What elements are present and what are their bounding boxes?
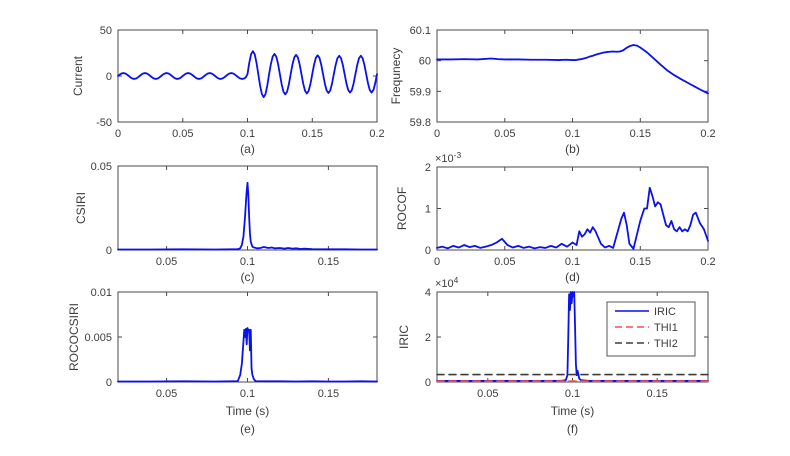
subplot-label-e: (e) xyxy=(240,422,255,436)
y-axis-label-a: Current xyxy=(71,55,85,96)
axes-box-b xyxy=(436,29,709,123)
y-axis-label-b: Frequnecy xyxy=(389,48,403,105)
x-tick-label: 0.15 xyxy=(302,128,323,140)
x-axis-label-f: Time (s) xyxy=(551,404,595,418)
rocof-signal-curve xyxy=(436,186,709,250)
x-tick-label: 0.1 xyxy=(240,128,255,140)
x-tick-label: 0.15 xyxy=(318,388,339,400)
subplot-b: 0 0.05 0.1 0.15 0.2 59.8 59.9 60 60.1 Frequnecy (b… xyxy=(389,25,716,156)
y-tick-label: 0.005 xyxy=(84,332,112,344)
legend-box: IRIC THI1 THI2 xyxy=(606,301,696,357)
x-tick-label: 0.1 xyxy=(565,388,580,400)
x-tick-label: 0.2 xyxy=(700,128,715,140)
x-tick-label: 0.05 xyxy=(494,128,515,140)
axes-box-d xyxy=(436,166,709,251)
x-tick-label: 0 xyxy=(434,256,440,268)
x-tick-label: 0.1 xyxy=(240,388,255,400)
y-tick-label: 0 xyxy=(425,245,431,257)
y-tick-label: 2 xyxy=(425,332,431,344)
x-tick-label: 0.15 xyxy=(318,256,339,268)
y-tick-label: 50 xyxy=(100,25,112,37)
x-tick-label: 0 xyxy=(434,128,440,140)
x-tick-label: 0.2 xyxy=(700,256,715,268)
y-tick-label: 60 xyxy=(419,56,431,68)
y-axis-label-c: CSIRI xyxy=(74,192,88,224)
subplot-label-b: (b) xyxy=(565,142,580,156)
x-tick-label: 0.05 xyxy=(172,128,193,140)
y-tick-label: 2 xyxy=(425,162,431,174)
frequency-signal-curve xyxy=(436,44,709,95)
axis-exponent-label: ×10-3 xyxy=(435,150,462,165)
y-tick-label: 60.1 xyxy=(410,25,431,37)
y-tick-label: 0 xyxy=(425,377,431,389)
rococsiri-signal-curve xyxy=(117,327,378,383)
y-tick-label: 0.01 xyxy=(91,287,112,299)
current-signal-curve xyxy=(117,50,378,99)
y-tick-label: 59.9 xyxy=(410,86,431,98)
legend-label-IRIC: IRIC xyxy=(654,306,676,318)
subplot-d: 0 0.05 0.1 0.15 0.2 0 1 2 ×10-3 ROCOF (d) xyxy=(395,150,716,284)
x-tick-label: 0.05 xyxy=(156,256,177,268)
x-tick-label: 0 xyxy=(115,128,121,140)
x-axis-label-e: Time (s) xyxy=(226,404,270,418)
x-tick-label: 0.15 xyxy=(646,388,667,400)
y-tick-label: -50 xyxy=(96,117,112,129)
x-tick-label: 0.05 xyxy=(494,256,515,268)
subplot-label-c: (c) xyxy=(241,270,255,284)
x-tick-label: 0.1 xyxy=(565,256,580,268)
y-tick-label: 1 xyxy=(425,204,431,216)
y-tick-label: 4 xyxy=(425,287,431,299)
y-tick-label: 59.8 xyxy=(410,117,431,129)
y-axis-label-e: ROCOCSIRI xyxy=(67,303,81,371)
x-tick-label: 0.15 xyxy=(630,256,651,268)
x-tick-label: 0.05 xyxy=(156,388,177,400)
y-tick-label: 0.05 xyxy=(91,161,112,173)
legend-label-THI2: THI2 xyxy=(654,338,678,350)
subplot-label-d: (d) xyxy=(565,270,580,284)
subplot-c: 0.05 0.1 0.15 0 0.05 CSIRI (c) xyxy=(74,161,378,284)
x-tick-label: 0.15 xyxy=(630,128,651,140)
csiri-signal-curve xyxy=(117,181,378,251)
y-axis-label-f: IRIC xyxy=(397,325,411,349)
x-tick-label: 0.1 xyxy=(240,256,255,268)
subplot-e: 0.05 0.1 0.15 0 0.005 0.01 ROCOCSIRI Time (s) (e… xyxy=(67,287,378,436)
legend-frame xyxy=(606,301,696,357)
axes-box-c xyxy=(117,165,378,251)
y-tick-label: 0 xyxy=(106,377,112,389)
y-tick-label: 0 xyxy=(106,71,112,83)
x-tick-label: 0.1 xyxy=(565,128,580,140)
subplot-label-f: (f) xyxy=(567,422,578,436)
y-axis-label-d: ROCOF xyxy=(395,187,409,230)
subplot-label-a: (a) xyxy=(240,142,255,156)
x-tick-label: 0.2 xyxy=(369,128,384,140)
subplot-f: 0.05 0.1 0.15 0 2 4 ×104 IRIC Time (s) (f) IRIC THI… xyxy=(397,275,709,436)
axis-exponent-label: ×104 xyxy=(435,275,459,290)
y-tick-label: 0 xyxy=(106,245,112,257)
legend-label-THI1: THI1 xyxy=(654,322,678,334)
x-tick-label: 0.05 xyxy=(477,388,498,400)
